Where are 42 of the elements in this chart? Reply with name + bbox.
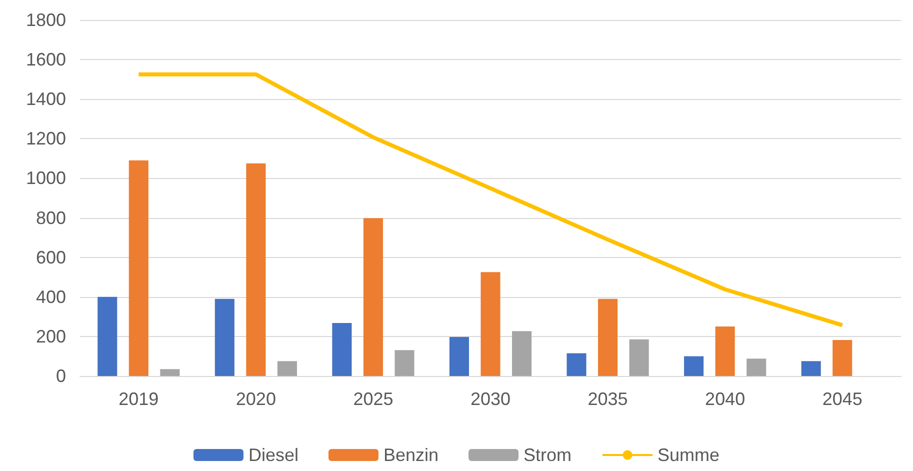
legend-label: Summe <box>658 445 720 465</box>
bar <box>394 350 414 376</box>
x-tick-label: 2025 <box>353 389 394 409</box>
bar <box>746 358 766 376</box>
x-tick-label: 2030 <box>470 389 511 409</box>
bar <box>160 369 180 376</box>
bar <box>128 160 148 376</box>
y-tick-label: 1600 <box>26 50 66 70</box>
y-tick-label: 1000 <box>26 168 66 188</box>
bar <box>566 353 586 376</box>
legend-label: Strom <box>524 445 572 465</box>
y-tick-label: 1800 <box>26 10 66 30</box>
legend-label: Benzin <box>383 445 439 465</box>
x-tick-label: 2019 <box>118 389 159 409</box>
bar <box>98 296 118 376</box>
x-tick-label: 2035 <box>588 389 628 409</box>
legend-label: Diesel <box>248 445 298 465</box>
y-tick-label: 400 <box>36 286 66 307</box>
bar <box>684 356 704 376</box>
y-tick-label: 800 <box>36 208 66 228</box>
y-tick-label: 600 <box>36 247 66 268</box>
x-tick-label: 2020 <box>236 389 276 409</box>
bar <box>332 322 352 376</box>
bar <box>629 339 649 376</box>
bar <box>512 331 532 376</box>
bar <box>832 340 852 376</box>
y-tick-label: 0 <box>56 366 66 386</box>
line-series <box>136 72 844 328</box>
bar <box>246 163 266 376</box>
x-tick-label: 2045 <box>822 389 862 409</box>
bar <box>277 361 297 376</box>
bar <box>363 218 383 376</box>
x-tick-label: 2040 <box>705 389 746 409</box>
bar <box>214 298 234 376</box>
y-tick-label: 200 <box>36 326 66 346</box>
bar <box>598 298 618 376</box>
bar <box>715 326 735 376</box>
y-tick-label: 1200 <box>26 128 66 149</box>
bar <box>801 361 821 376</box>
y-tick-label: 1400 <box>26 89 66 110</box>
bar <box>449 337 469 376</box>
bar <box>480 272 500 376</box>
